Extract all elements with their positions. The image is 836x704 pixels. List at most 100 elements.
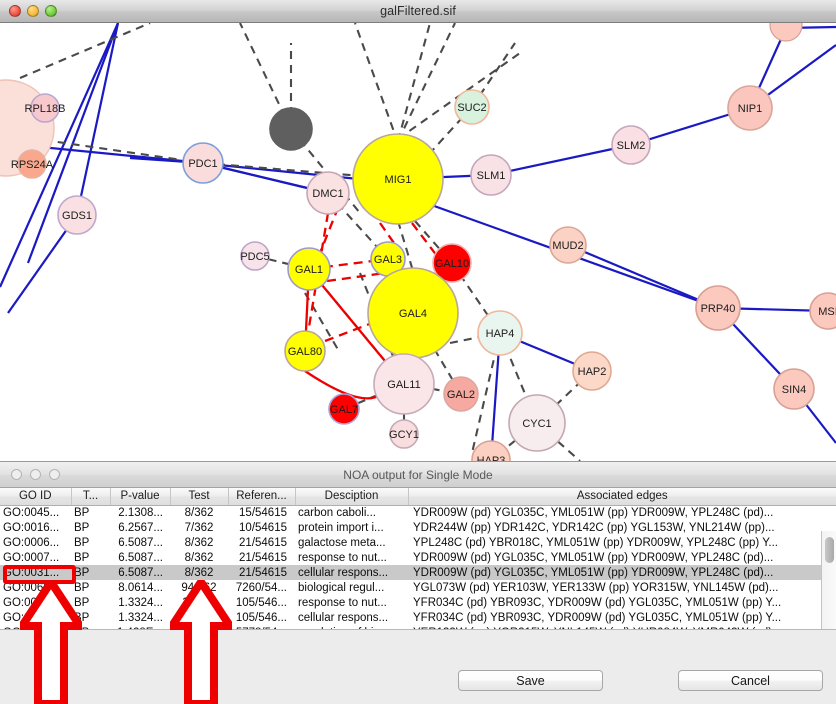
column-header-test[interactable]: Test xyxy=(170,488,229,506)
network-node-partial-top-right[interactable] xyxy=(769,23,803,42)
table-row[interactable]: GO:0031... BP 1.3324... 11/362 105/546... cel… xyxy=(0,610,836,625)
minimize-button[interactable] xyxy=(30,469,41,480)
node-circle[interactable] xyxy=(572,351,612,391)
node-circle[interactable] xyxy=(508,394,566,452)
cell-go-id[interactable]: GO:0031... xyxy=(0,565,71,580)
network-nodes[interactable]: RPL18B RPS24A GDS1 PDC1 PDC5 DMC1 MIG1 SUC2 SLM1… xyxy=(11,85,836,461)
cell-edges[interactable]: YDR009W (pd) YGL035C, YML051W (pp) YDR00… xyxy=(413,551,774,564)
minimize-button[interactable] xyxy=(27,5,39,17)
cancel-button[interactable]: Cancel xyxy=(678,670,823,691)
cell-edges[interactable]: YDR009W (pd) YGL035C, YML051W (pp) YDR00… xyxy=(408,565,836,580)
node-circle[interactable] xyxy=(443,376,479,412)
node-circle[interactable] xyxy=(773,368,815,410)
node-circle[interactable] xyxy=(477,310,523,356)
table-row[interactable]: GO:0016... BP 6.2567... 7/362 10/54615 protei… xyxy=(0,520,836,535)
network-node-mig1[interactable]: MIG1 xyxy=(352,133,444,225)
cell-test[interactable]: 11/362 xyxy=(181,611,217,624)
cell-edges[interactable]: YPL248C (pd) YBR018C, YML051W (pp) YDR00… xyxy=(413,536,779,549)
cell-reference[interactable]: 15/54615 xyxy=(239,506,287,519)
table-row[interactable]: GO:0065... BP 8.0614... 94/362 7260/54... bio… xyxy=(0,580,836,595)
cell-reference[interactable]: 7260/54... xyxy=(235,581,287,594)
network-node-slm2[interactable]: SLM2 xyxy=(611,125,651,165)
network-node-nip1[interactable]: NIP1 xyxy=(727,85,773,131)
node-circle[interactable] xyxy=(284,330,326,372)
cell-description[interactable]: response to nut... xyxy=(298,596,387,609)
network-node-msi[interactable]: MSI xyxy=(809,292,836,330)
network-node-hap2[interactable]: HAP2 xyxy=(572,351,612,391)
cell-reference[interactable]: 105/546... xyxy=(235,596,287,609)
cell-type[interactable]: BP xyxy=(71,625,110,630)
node-circle[interactable] xyxy=(389,419,419,449)
network-node-slm1[interactable]: SLM1 xyxy=(470,154,512,196)
cell-description[interactable]: galactose meta... xyxy=(298,536,386,549)
network-node-cyc1[interactable]: CYC1 xyxy=(508,394,566,452)
close-button[interactable] xyxy=(11,469,22,480)
node-circle[interactable] xyxy=(328,393,360,425)
network-node-rps24a[interactable]: RPS24A xyxy=(11,149,54,179)
cell-description[interactable]: regulation of bi... xyxy=(295,625,408,630)
results-table-container[interactable]: GO ID T... P-value Test Referen... Desci… xyxy=(0,488,836,630)
table-row[interactable]: GO:0007... BP 6.5087... 8/362 21/54615 respon… xyxy=(0,550,836,565)
cell-pvalue[interactable]: 1.428E... xyxy=(110,625,170,630)
zoom-button[interactable] xyxy=(49,469,60,480)
cell-edges[interactable]: YDR009W (pd) YGL035C, YML051W (pp) YDR00… xyxy=(413,506,774,519)
network-node-gal4[interactable]: GAL4 xyxy=(367,267,459,359)
table-row[interactable]: GO:0031... BP 1.3324... 11/362 105/546... res… xyxy=(0,595,836,610)
node-circle[interactable] xyxy=(809,292,836,330)
cell-pvalue[interactable]: 1.3324... xyxy=(118,596,163,609)
node-circle[interactable] xyxy=(611,125,651,165)
network-node-pdc5[interactable]: PDC5 xyxy=(240,241,270,271)
cell-test[interactable]: 8/362 xyxy=(184,506,214,519)
cell-type[interactable]: BP xyxy=(74,596,90,609)
table-row[interactable]: GO:0045... BP 2.1308... 8/362 15/54615 carbon… xyxy=(0,505,836,520)
cell-test[interactable]: 80/362 xyxy=(170,625,228,630)
network-node-rpl18b[interactable]: RPL18B xyxy=(25,93,66,123)
cell-pvalue[interactable]: 6.5087... xyxy=(118,551,163,564)
node-circle[interactable] xyxy=(432,243,472,283)
results-table[interactable]: GO ID T... P-value Test Referen... Desci… xyxy=(0,488,836,630)
cell-test[interactable]: 8/362 xyxy=(184,551,214,564)
network-canvas[interactable]: RPL18B RPS24A GDS1 PDC1 PDC5 DMC1 MIG1 SUC2 SLM1… xyxy=(0,23,836,461)
column-header-associated-edges[interactable]: Associated edges xyxy=(408,488,836,506)
cell-go-id[interactable]: GO:0050... xyxy=(0,625,71,630)
cell-reference[interactable]: 21/54615 xyxy=(239,536,287,549)
network-node-unlabeled[interactable] xyxy=(269,107,313,151)
cell-go-id[interactable]: GO:0031... xyxy=(3,596,60,609)
cell-test[interactable]: 94/362 xyxy=(181,581,217,594)
cell-pvalue[interactable]: 6.2567... xyxy=(118,521,163,534)
network-node-gal1[interactable]: GAL1 xyxy=(287,247,331,291)
zoom-button[interactable] xyxy=(45,5,57,17)
table-vertical-scrollbar[interactable] xyxy=(821,531,836,629)
node-circle[interactable] xyxy=(57,195,97,235)
node-circle[interactable] xyxy=(352,133,444,225)
cell-type[interactable]: BP xyxy=(74,506,90,519)
node-circle[interactable] xyxy=(454,89,490,125)
cell-pvalue[interactable]: 8.0614... xyxy=(118,581,163,594)
network-node-gcy1[interactable]: GCY1 xyxy=(389,419,419,449)
network-node-pdc1[interactable]: PDC1 xyxy=(182,142,224,184)
cell-type[interactable]: BP xyxy=(74,551,90,564)
cell-go-id[interactable]: GO:0065... xyxy=(3,581,60,594)
node-circle[interactable] xyxy=(269,107,313,151)
node-circle[interactable] xyxy=(30,93,60,123)
network-node-sin4[interactable]: SIN4 xyxy=(773,368,815,410)
cell-type[interactable]: BP xyxy=(74,581,90,594)
cell-reference[interactable]: 21/54615 xyxy=(239,551,287,564)
cell-type[interactable]: BP xyxy=(74,521,90,534)
network-node-gal11[interactable]: GAL11 xyxy=(373,353,435,415)
cell-type[interactable]: BP xyxy=(74,536,90,549)
column-header-description[interactable]: Desciption xyxy=(295,488,409,506)
table-row[interactable]: GO:0031... BP 6.5087... 8/362 21/54615 cellul… xyxy=(0,565,836,580)
cell-test[interactable]: 8/362 xyxy=(184,536,214,549)
node-circle[interactable] xyxy=(373,353,435,415)
network-node-prp40[interactable]: PRP40 xyxy=(695,285,741,331)
cell-description[interactable]: response to nut... xyxy=(298,551,387,564)
node-circle[interactable] xyxy=(306,171,350,215)
cell-test[interactable]: 7/362 xyxy=(184,521,214,534)
cell-reference[interactable]: 105/546... xyxy=(235,611,287,624)
cell-go-id[interactable]: GO:0031... xyxy=(3,611,60,624)
cell-reference[interactable]: 21/54615 xyxy=(228,565,295,580)
table-row[interactable]: GO:0006... BP 6.5087... 8/362 21/54615 galact… xyxy=(0,535,836,550)
table-body[interactable]: GO:0045... BP 2.1308... 8/362 15/54615 carbon… xyxy=(0,505,836,630)
node-circle[interactable] xyxy=(549,226,587,264)
